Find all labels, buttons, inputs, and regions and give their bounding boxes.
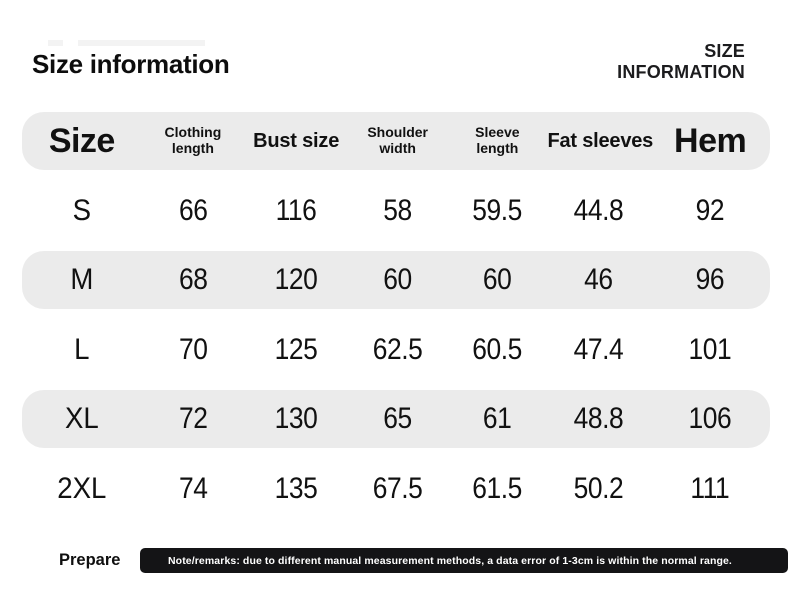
watermark-line2: INFORMATION [617,62,745,82]
value-cell: 96 [695,263,725,296]
table-row-l: L 70 125 62.5 60.5 47.4 101 [22,321,770,379]
value-cell: 60 [383,263,412,296]
value-cell: 130 [274,402,318,435]
value-cell: 72 [178,402,208,435]
column-header-shoulder-width: Shoulder width [367,124,428,156]
watermark-line1: SIZE [704,41,745,61]
watermark-title: SIZE INFORMATION [617,41,745,83]
value-cell: 92 [695,193,725,227]
value-cell: 44.8 [574,193,624,227]
value-cell: 67.5 [372,471,423,505]
column-header-sleeve-length: Sleeve length [475,124,520,156]
decor-strip-right [78,40,205,46]
column-header-bust-size: Bust size [253,129,340,152]
value-cell: 70 [178,332,208,366]
column-header-clothing-length: Clothing length [164,124,222,156]
value-cell: 58 [383,193,412,227]
value-cell: 60 [483,263,512,296]
table-row-xl: XL 72 130 65 61 48.8 106 [22,390,770,448]
size-label: S [72,193,92,227]
value-cell: 65 [383,402,412,435]
value-cell: 46 [584,263,614,296]
size-label: L [74,332,90,366]
size-label: 2XL [57,471,107,505]
value-cell: 111 [690,471,730,505]
size-label: M [70,263,94,296]
column-header-size: Size [48,121,116,160]
page-title: Size information [32,49,230,79]
table-header-row: Size Clothing length Bust size Shoulder … [22,112,770,170]
column-header-fat-sleeves: Fat sleeves [547,129,654,152]
value-cell: 125 [274,332,318,366]
value-cell: 61.5 [472,471,523,505]
value-cell: 68 [178,263,208,296]
value-cell: 116 [275,193,317,227]
value-cell: 50.2 [574,471,624,505]
value-cell: 62.5 [372,332,423,366]
value-cell: 135 [274,471,318,505]
value-cell: 120 [274,263,318,296]
value-cell: 74 [178,471,208,505]
value-cell: 47.4 [574,332,624,366]
size-table: Size Clothing length Bust size Shoulder … [22,112,770,518]
table-row-2xl: 2XL 74 135 67.5 61.5 50.2 111 [22,460,770,518]
value-cell: 59.5 [472,193,523,227]
decor-strip-left [48,40,63,46]
value-cell: 48.8 [574,402,624,435]
value-cell: 61 [483,402,512,435]
value-cell: 101 [688,332,732,366]
column-header-hem: Hem [674,121,747,160]
table-row-m: M 68 120 60 60 46 96 [22,251,770,309]
prepare-label: Prepare [59,551,121,569]
note-text: Note/remarks: due to different manual me… [168,554,732,567]
size-label: XL [64,402,99,435]
value-cell: 66 [178,193,208,227]
value-cell: 106 [688,402,732,435]
note-bar: Note/remarks: due to different manual me… [140,548,788,573]
value-cell: 60.5 [472,332,523,366]
table-row-s: S 66 116 58 59.5 44.8 92 [22,182,770,240]
